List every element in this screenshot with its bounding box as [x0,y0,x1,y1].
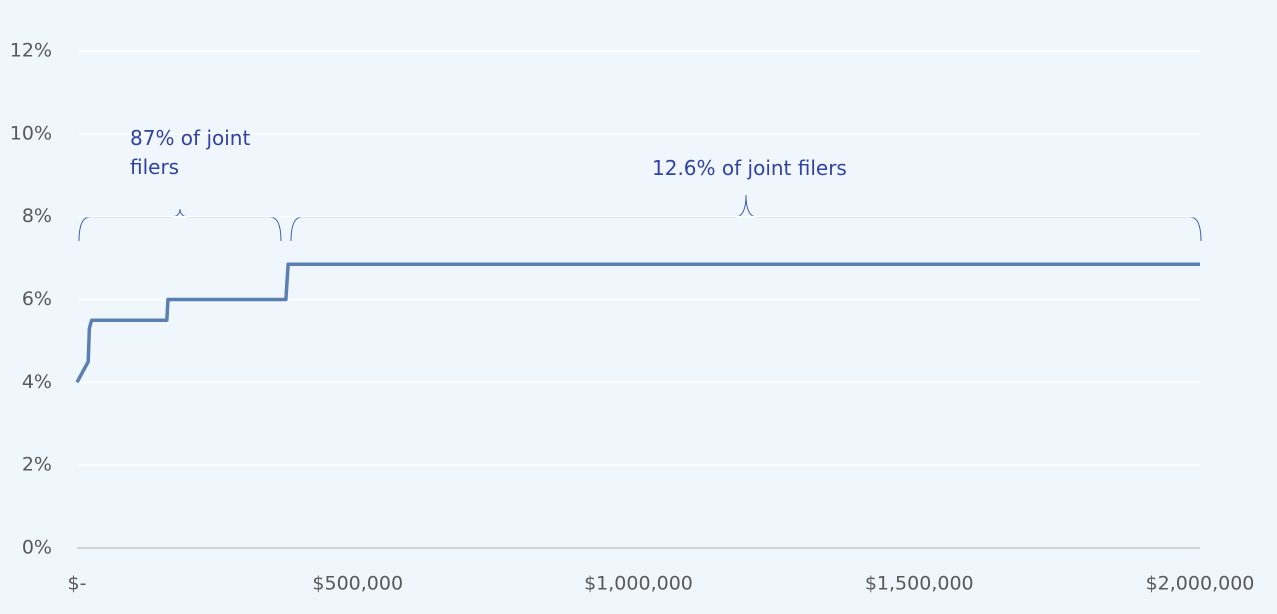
y-tick-label: 10% [10,122,52,144]
y-tick-label: 8% [22,205,52,227]
y-tick-label: 4% [22,371,52,393]
brace [290,194,1202,242]
annotation: 12.6% of joint filers [652,156,847,180]
y-tick-label: 12% [10,40,52,62]
annotation: 87% of joint filers [130,126,251,179]
y-tick-label: 6% [22,288,52,310]
x-tick-label: $2,000,000 [1146,573,1255,595]
x-tick-label: $500,000 [312,573,403,595]
x-tick-label: $1,500,000 [865,573,974,595]
x-tick-label: $1,000,000 [584,573,693,595]
brace [78,208,282,242]
x-tick-label: $- [68,573,87,595]
line [75,262,1200,384]
y-tick-label: 0% [22,537,52,559]
y-tick-label: 2% [22,454,52,476]
